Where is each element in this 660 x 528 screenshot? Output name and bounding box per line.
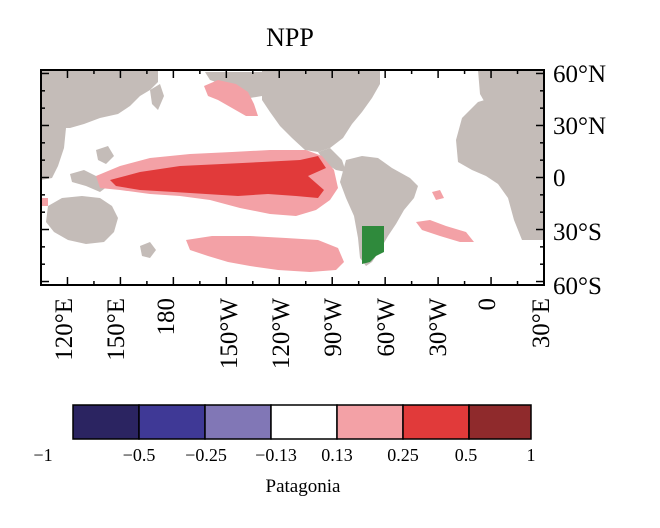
landmass-kamchatka: [150, 84, 164, 110]
lon-label-90w: 90°W: [320, 298, 347, 357]
lat-label-60n: 60°N: [553, 61, 606, 88]
correlation-regions: [41, 80, 474, 272]
colorbar-bin-3: [270, 404, 338, 440]
lat-label-60s: 60°S: [553, 273, 602, 300]
region-north-pacific-weak: [204, 80, 258, 116]
map-panel: 60°N 30°N 0 30°S 60°S 120°E 150°E 180 15…: [40, 61, 606, 369]
landmass-europe-africa: [456, 70, 544, 240]
landmass-central-america: [318, 148, 346, 172]
lon-label-30e: 30°E: [528, 298, 555, 348]
colorbar-bin-6: [468, 404, 532, 440]
colorbar-caption: Patagonia: [266, 476, 341, 497]
map-title: NPP: [266, 23, 314, 52]
colorbar-bin-4: [336, 404, 404, 440]
colorbar-label-0: −1: [33, 445, 52, 465]
region-atlantic-small: [432, 190, 444, 200]
colorbar-label-1: −0.5: [123, 445, 156, 465]
colorbar: −1 −0.5 −0.25 −0.13 0.13 0.25 0.5 1 Pata…: [33, 404, 536, 497]
lon-label-120e: 120°E: [51, 298, 78, 361]
landmass-south-america: [340, 156, 418, 266]
colorbar-label-5: 0.25: [387, 445, 419, 465]
landmass-borneo: [96, 146, 114, 164]
longitude-labels: 120°E 150°E 180 150°W 120°W 90°W 60°W 30…: [51, 298, 555, 369]
landmass-indonesia: [70, 170, 108, 192]
landmass-north-america: [262, 70, 380, 152]
landmass-australia: [46, 196, 118, 244]
lon-label-180: 180: [153, 298, 180, 336]
lon-label-30w: 30°W: [425, 298, 452, 357]
colorbar-bin-5: [402, 404, 470, 440]
patagonia-region: [362, 226, 384, 264]
landmass-east-asia: [41, 70, 158, 128]
latitude-labels: 60°N 30°N 0 30°S 60°S: [553, 61, 606, 300]
region-equatorial-pacific-strong: [110, 156, 326, 198]
lon-label-60w: 60°W: [373, 298, 400, 357]
lat-label-eq: 0: [553, 165, 566, 192]
region-south-pacific-weak: [186, 236, 344, 272]
colorbar-label-2: −0.25: [185, 445, 227, 465]
colorbar-bin-2: [204, 404, 272, 440]
colorbar-label-4: 0.13: [321, 445, 353, 465]
region-south-atlantic-weak: [416, 220, 474, 242]
lon-label-120w: 120°W: [268, 298, 295, 369]
region-indian-ocean-small: [41, 198, 48, 206]
landmass-southeast-asia: [41, 128, 66, 180]
lon-label-150w: 150°W: [216, 298, 243, 369]
colorbar-bin-1: [138, 404, 206, 440]
colorbar-label-7: 1: [527, 445, 536, 465]
colorbar-label-6: 0.5: [455, 445, 478, 465]
tick-marks: [40, 70, 545, 285]
colorbar-label-3: −0.13: [255, 445, 297, 465]
lon-label-150e: 150°E: [103, 298, 130, 361]
lat-label-30n: 30°N: [553, 113, 606, 140]
lon-label-0: 0: [474, 298, 501, 311]
colorbar-bin-0: [72, 404, 140, 440]
land-masses: [41, 70, 544, 266]
landmass-new-zealand: [140, 242, 156, 258]
lat-label-30s: 30°S: [553, 219, 602, 246]
